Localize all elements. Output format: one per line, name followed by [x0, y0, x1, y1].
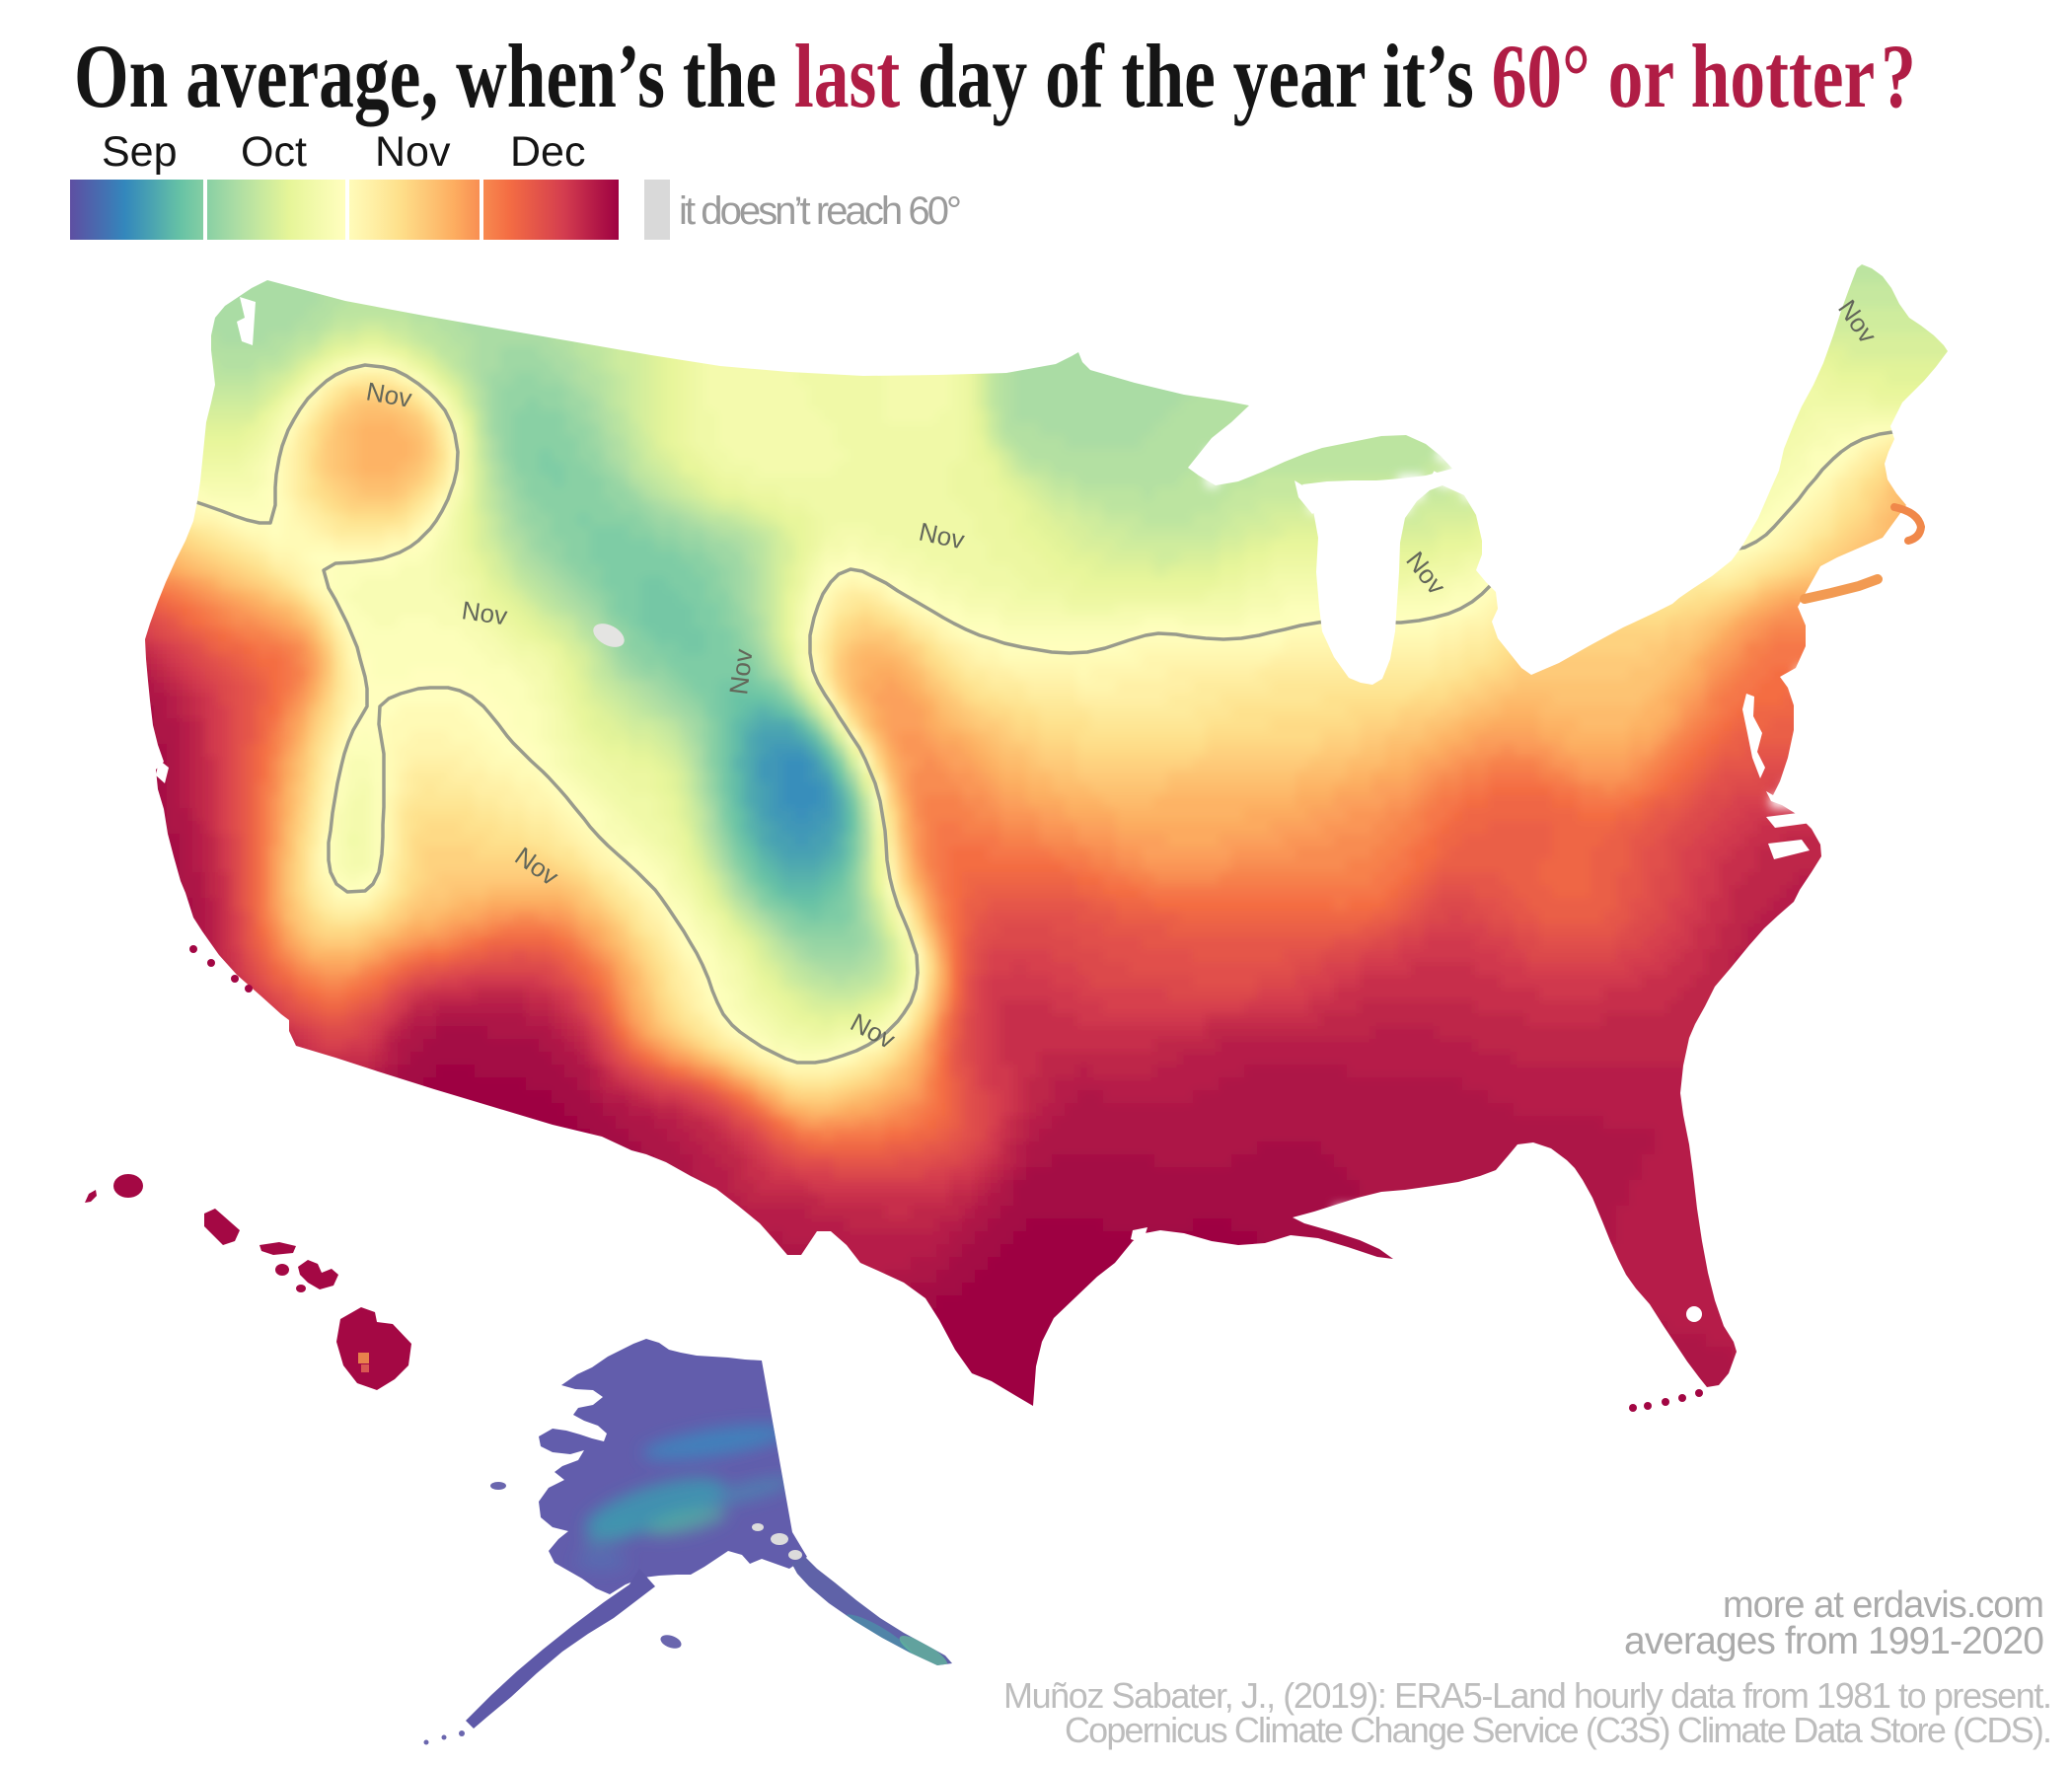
svg-text:Copernicus Climate Change Serv: Copernicus Climate Change Service (C3S) …: [1065, 1710, 2052, 1750]
svg-text:Dec: Dec: [510, 128, 585, 176]
svg-text:On average, when’s the last da: On average, when’s the last day of the y…: [74, 26, 1916, 126]
svg-text:averages from 1991-2020: averages from 1991-2020: [1624, 1620, 2044, 1662]
svg-text:more at erdavis.com: more at erdavis.com: [1723, 1584, 2044, 1626]
svg-text:it doesn’t reach 60°: it doesn’t reach 60°: [679, 189, 962, 233]
svg-text:Nov: Nov: [723, 647, 758, 697]
svg-text:Muñoz Sabater, J., (2019): ERA: Muñoz Sabater, J., (2019): ERA5-Land hou…: [1003, 1675, 2052, 1716]
svg-text:Nov: Nov: [460, 595, 509, 630]
svg-text:Oct: Oct: [241, 128, 307, 176]
svg-text:Nov: Nov: [375, 128, 451, 176]
svg-text:Sep: Sep: [102, 128, 178, 176]
